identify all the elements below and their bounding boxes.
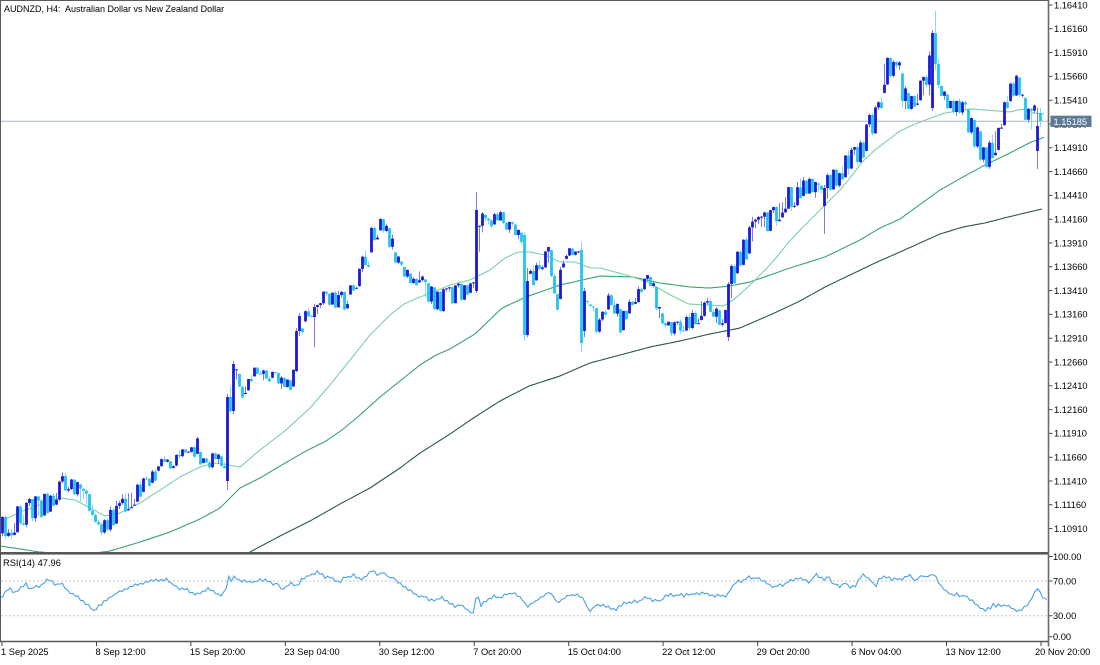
svg-text:1.16410: 1.16410: [1054, 0, 1088, 10]
svg-text:1.13410: 1.13410: [1054, 286, 1088, 296]
svg-text:1.12910: 1.12910: [1054, 334, 1088, 344]
svg-text:1.12410: 1.12410: [1054, 381, 1088, 391]
svg-text:8 Sep 12:00: 8 Sep 12:00: [96, 647, 146, 657]
svg-text:1.15660: 1.15660: [1054, 72, 1088, 82]
svg-text:13 Nov 12:00: 13 Nov 12:00: [946, 647, 1001, 657]
svg-text:70.00: 70.00: [1053, 576, 1076, 586]
svg-text:1.13910: 1.13910: [1054, 238, 1088, 248]
svg-text:20 Nov 20:00: 20 Nov 20:00: [1035, 647, 1090, 657]
svg-text:30.00: 30.00: [1053, 611, 1076, 621]
svg-text:1.11910: 1.11910: [1054, 429, 1087, 439]
svg-text:1.13660: 1.13660: [1054, 262, 1088, 272]
svg-text:1.15410: 1.15410: [1054, 96, 1088, 106]
svg-text:RSI(14) 47.96: RSI(14) 47.96: [3, 558, 61, 568]
svg-text:1.11660: 1.11660: [1054, 453, 1087, 463]
svg-text:15 Oct 04:00: 15 Oct 04:00: [568, 647, 621, 657]
svg-text:23 Sep 04:00: 23 Sep 04:00: [284, 647, 339, 657]
svg-text:1.12160: 1.12160: [1054, 405, 1088, 415]
svg-text:1.15185: 1.15185: [1054, 117, 1088, 127]
svg-text:1.15910: 1.15910: [1054, 48, 1088, 58]
svg-text:100.00: 100.00: [1053, 552, 1081, 562]
svg-text:7 Oct 20:00: 7 Oct 20:00: [473, 647, 521, 657]
svg-text:1 Sep 2025: 1 Sep 2025: [1, 647, 49, 657]
svg-text:1.14660: 1.14660: [1054, 167, 1088, 177]
svg-text:30 Sep 12:00: 30 Sep 12:00: [379, 647, 434, 657]
svg-text:1.14410: 1.14410: [1054, 191, 1088, 201]
svg-text:1.16160: 1.16160: [1054, 24, 1088, 34]
svg-text:1.11410: 1.11410: [1054, 476, 1087, 486]
svg-text:AUDNZD, H4: Australian Dollar: AUDNZD, H4: Australian Dollar vs New Zea…: [4, 4, 224, 14]
svg-text:1.12660: 1.12660: [1054, 357, 1088, 367]
svg-text:1.11160: 1.11160: [1054, 500, 1086, 510]
svg-text:22 Oct 12:00: 22 Oct 12:00: [662, 647, 715, 657]
svg-text:0.00: 0.00: [1053, 632, 1071, 642]
svg-text:1.14910: 1.14910: [1054, 143, 1088, 153]
svg-text:1.10910: 1.10910: [1054, 524, 1088, 534]
svg-text:29 Oct 20:00: 29 Oct 20:00: [757, 647, 810, 657]
svg-text:6 Nov 04:00: 6 Nov 04:00: [851, 647, 901, 657]
svg-text:1.14160: 1.14160: [1054, 215, 1088, 225]
svg-text:1.13160: 1.13160: [1054, 310, 1088, 320]
svg-text:15 Sep 20:00: 15 Sep 20:00: [190, 647, 245, 657]
